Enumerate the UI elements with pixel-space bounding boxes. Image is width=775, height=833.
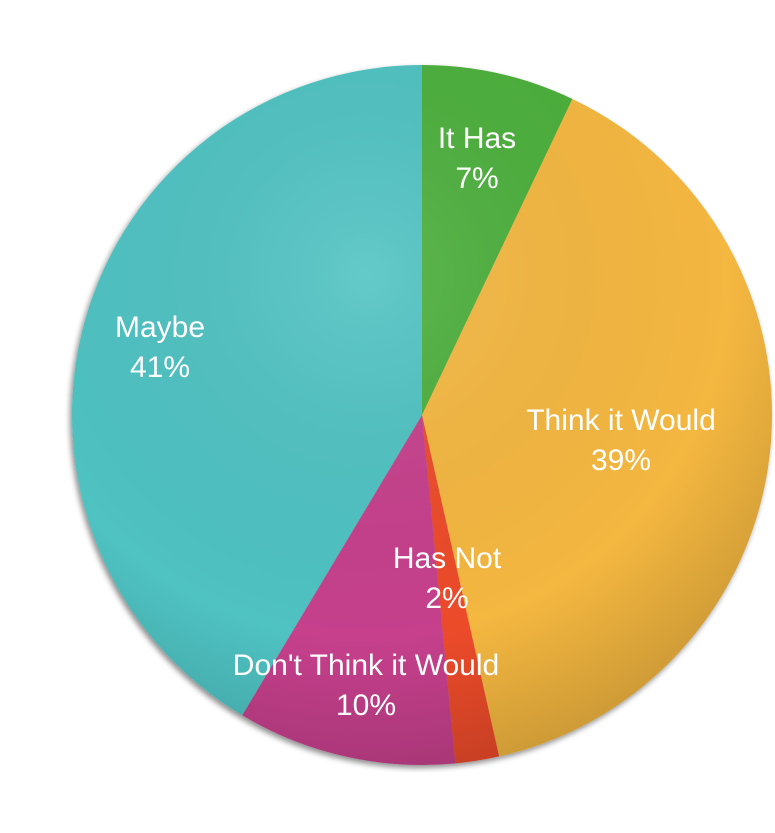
- slice-label: Maybe: [115, 311, 205, 344]
- slice-value-label: 39%: [591, 444, 651, 477]
- slice-label: It Has: [438, 122, 516, 155]
- slice-label: Has Not: [393, 542, 502, 575]
- pie-labels: It Has 7% Think it Would 39% Has Not 2% Don't …: [115, 122, 716, 722]
- slice-label: Don't Think it Would: [233, 649, 499, 682]
- slice-value-label: 41%: [130, 351, 190, 384]
- slice-value-label: 10%: [336, 689, 396, 722]
- slice-label: Think it Would: [526, 404, 716, 437]
- slice-value-label: 7%: [455, 162, 498, 195]
- slice-value-label: 2%: [425, 582, 468, 615]
